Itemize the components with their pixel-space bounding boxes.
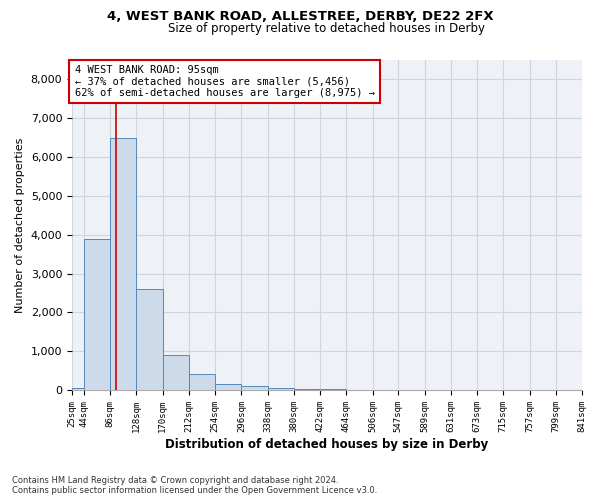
Bar xyxy=(84,238,110,390)
Text: 4 WEST BANK ROAD: 95sqm
← 37% of detached houses are smaller (5,456)
62% of semi: 4 WEST BANK ROAD: 95sqm ← 37% of detache… xyxy=(74,65,374,98)
Bar xyxy=(320,389,346,390)
Title: Size of property relative to detached houses in Derby: Size of property relative to detached ho… xyxy=(169,22,485,35)
Bar xyxy=(136,289,163,390)
Bar xyxy=(294,389,320,390)
X-axis label: Distribution of detached houses by size in Derby: Distribution of detached houses by size … xyxy=(166,438,488,450)
Y-axis label: Number of detached properties: Number of detached properties xyxy=(15,138,25,312)
Bar xyxy=(241,386,268,390)
Bar xyxy=(110,138,136,390)
Text: 4, WEST BANK ROAD, ALLESTREE, DERBY, DE22 2FX: 4, WEST BANK ROAD, ALLESTREE, DERBY, DE2… xyxy=(107,10,493,23)
Bar xyxy=(268,388,294,390)
Bar xyxy=(72,388,84,390)
Text: Contains HM Land Registry data © Crown copyright and database right 2024.
Contai: Contains HM Land Registry data © Crown c… xyxy=(12,476,377,495)
Bar xyxy=(163,355,189,390)
Bar xyxy=(189,374,215,390)
Bar xyxy=(215,384,241,390)
